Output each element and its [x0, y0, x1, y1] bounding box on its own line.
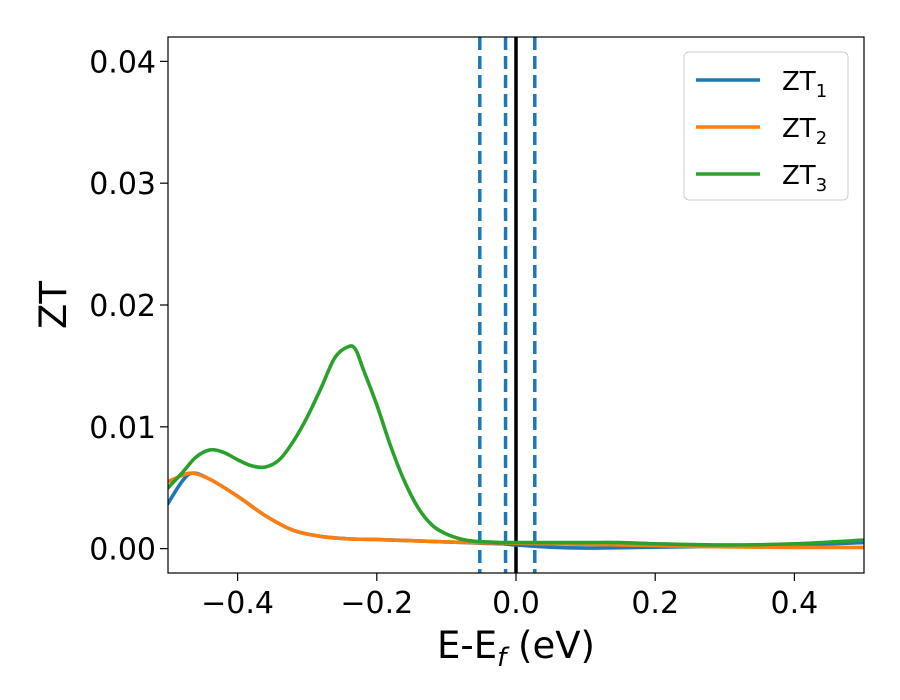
x-tick-label: 0.2 — [631, 586, 679, 621]
y-tick-label: 0.02 — [89, 289, 156, 324]
x-tick-label: −0.4 — [201, 586, 274, 621]
legend-label-zt3: ZT3 — [782, 161, 827, 196]
y-tick-label: 0.01 — [89, 411, 156, 446]
legend-label-zt2: ZT2 — [782, 114, 827, 149]
x-tick-label: −0.2 — [340, 586, 413, 621]
x-axis-ticks: −0.4 −0.2 0.0 0.2 0.4 — [201, 573, 818, 621]
y-tick-label: 0.04 — [89, 45, 156, 80]
y-axis-ticks: 0.00 0.01 0.02 0.03 0.04 — [89, 45, 168, 568]
legend-entries: ZT1 ZT2 ZT3 — [696, 67, 827, 196]
x-axis-label: E-Ef (eV) — [437, 624, 595, 673]
series-line-zt3 — [168, 344, 864, 547]
y-tick-label: 0.03 — [89, 167, 156, 202]
legend-box — [683, 51, 849, 201]
series-line-zt2 — [168, 471, 864, 550]
legend-label-zt1: ZT1 — [782, 67, 827, 102]
y-axis-label: ZT — [32, 281, 75, 329]
series-lines — [168, 344, 864, 550]
x-tick-label: 0.0 — [492, 586, 540, 621]
vertical-reference-lines — [478, 37, 537, 573]
x-axis-label-unit: (eV) — [506, 624, 595, 667]
legend: ZT1 ZT2 ZT3 — [683, 51, 849, 201]
x-tick-label: 0.4 — [771, 586, 819, 621]
y-tick-label: 0.00 — [89, 533, 156, 568]
